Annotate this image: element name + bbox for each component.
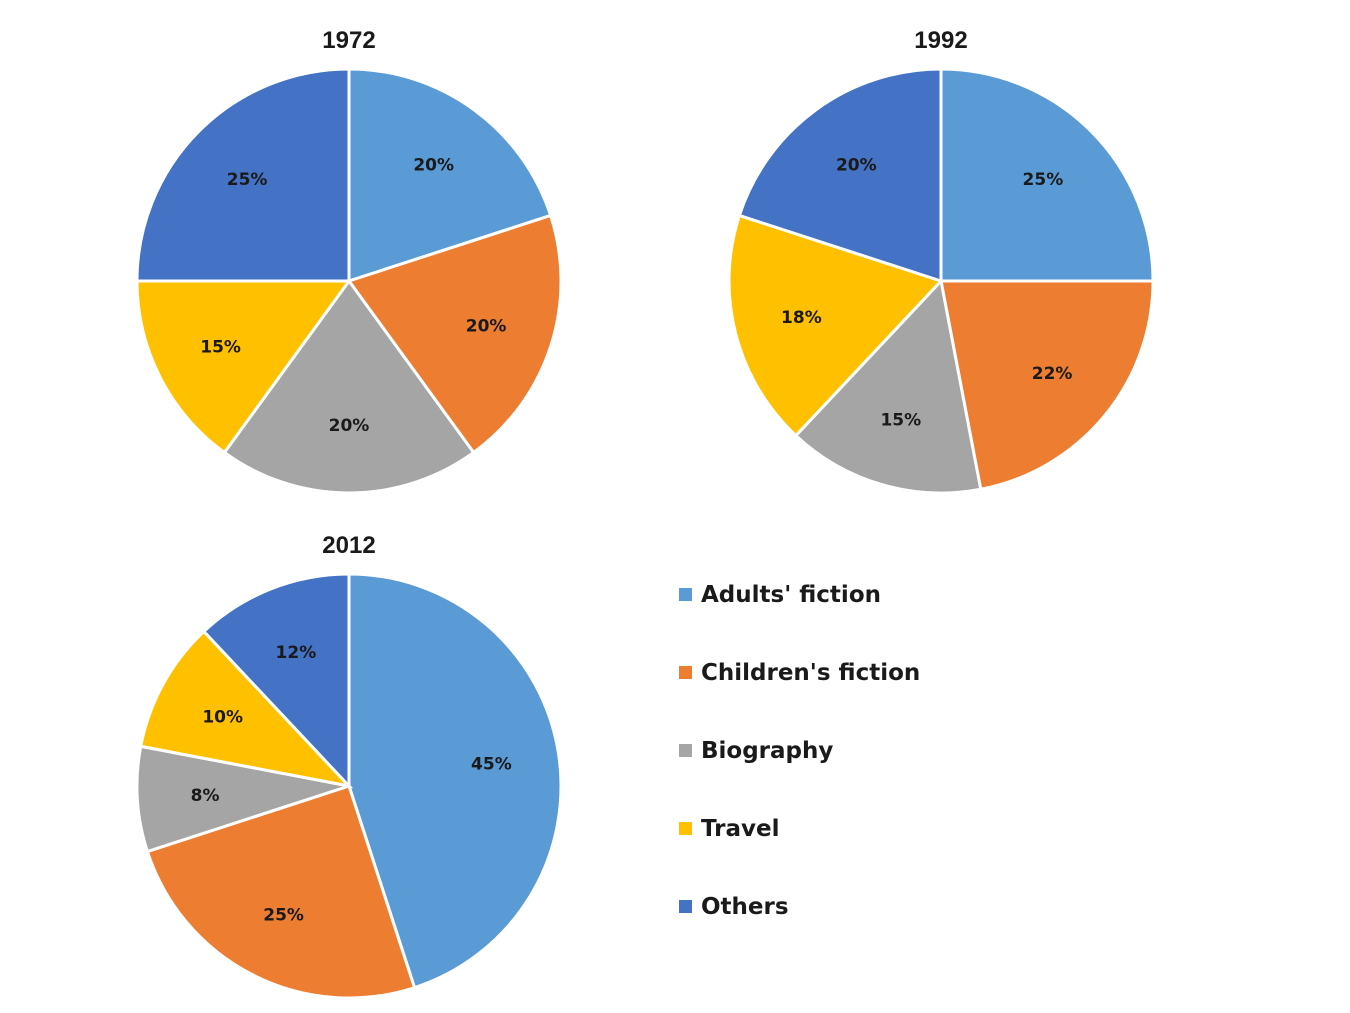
pie-title-2012: 2012 [322,532,375,559]
pie-slice-1992-children-s-fiction [939,279,1155,492]
pie-title-1972: 1972 [322,27,375,54]
slice-label-1992-adults-fiction: 25% [1023,170,1064,190]
slice-label-1972-adults-fiction: 20% [413,155,454,175]
legend-swatch-childrens-fiction [679,666,692,679]
legend-swatch-biography [679,744,692,757]
slice-label-2012-travel: 10% [202,708,243,728]
pie-slice-1992-travel [727,213,944,438]
pie-slice-2012-children-s-fiction [145,784,417,1000]
legend-item-childrens-fiction: Children's fiction [679,660,920,686]
slice-label-1992-others: 20% [836,155,877,175]
legend: Adults' fiction Children's fiction Biogr… [679,582,920,920]
pie-slice-1992-biography [793,277,983,495]
legend-label-adults-fiction: Adults' fiction [701,582,881,608]
pie-slice-1992-adults-fiction [939,67,1155,283]
slice-label-1972-travel: 15% [200,337,241,357]
legend-item-adults-fiction: Adults' fiction [679,582,881,608]
pie-title-1992: 1992 [914,27,967,54]
slice-label-2012-biography: 8% [191,786,220,806]
slice-label-2012-others: 12% [276,643,317,663]
legend-swatch-travel [679,822,692,835]
slice-label-1972-others: 25% [227,170,268,190]
pie-slice-2012-others [201,572,351,790]
legend-label-biography: Biography [701,738,833,764]
legend-label-others: Others [701,894,789,920]
pie-chart-2012: 2012 45% 25% 8% 10% 12% [135,532,563,1000]
legend-label-travel: Travel [701,816,780,842]
pie-slice-1972-adults-fiction [347,67,553,284]
legend-item-travel: Travel [679,816,780,842]
pie-slice-1992-others [737,67,943,284]
pie-slice-2012-adults-fiction [347,572,563,990]
pie-slice-1972-biography [222,278,476,495]
pie-slice-2012-biography [135,744,350,854]
slice-label-1992-biography: 15% [880,410,921,430]
legend-item-others: Others [679,894,789,920]
pie-slice-1972-children-s-fiction [346,213,563,455]
slice-label-2012-children-s-fiction: 25% [263,905,304,925]
legend-item-biography: Biography [679,738,833,764]
slice-label-1992-travel: 18% [781,308,822,328]
pie-chart-1992: 1992 25% 22% 15% 18% 20% [727,27,1155,495]
legend-swatch-others [679,900,692,913]
slice-label-1992-children-s-fiction: 22% [1032,364,1073,384]
slice-label-1972-biography: 20% [329,416,370,436]
legend-label-childrens-fiction: Children's fiction [701,660,920,686]
pie-slice-1972-travel [135,279,352,455]
pie-slice-2012-travel [139,629,354,789]
pie-slice-1972-others [135,67,351,283]
slice-label-2012-adults-fiction: 45% [471,754,512,774]
pie-chart-1972: 1972 20% 20% 20% 15% 25% [135,27,563,495]
legend-swatch-adults-fiction [679,588,692,601]
slice-label-1972-children-s-fiction: 20% [466,317,507,337]
